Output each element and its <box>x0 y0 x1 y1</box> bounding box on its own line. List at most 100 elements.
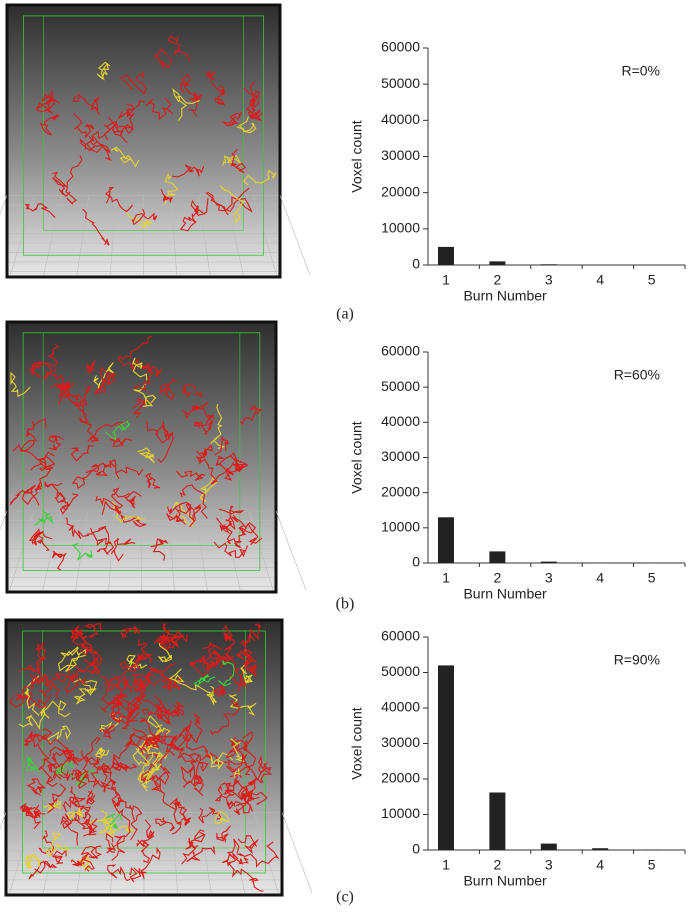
bar <box>540 843 557 850</box>
pore-network <box>83 623 102 639</box>
pore-network <box>30 461 52 493</box>
pore-network <box>216 517 232 535</box>
panel-label: (c) <box>336 889 354 906</box>
pore-network <box>219 185 246 224</box>
pore-network <box>41 93 60 111</box>
pore-network <box>39 113 60 136</box>
annotation: R=0% <box>621 63 660 79</box>
pore-network <box>104 420 131 441</box>
pore-network <box>90 765 110 786</box>
pore-network <box>235 868 264 892</box>
pore-network <box>193 674 216 687</box>
pore-network <box>129 867 144 883</box>
y-tick-label: 30000 <box>381 147 420 163</box>
x-tick-label: 1 <box>442 272 450 288</box>
pore-network <box>12 439 55 461</box>
pore-network <box>132 739 154 766</box>
pore-network <box>154 48 172 69</box>
pore-network <box>215 455 249 470</box>
pore-network <box>73 113 95 139</box>
pore-network <box>125 704 140 726</box>
pore-network <box>227 673 247 693</box>
pore-network <box>100 700 140 719</box>
pore-network <box>226 838 240 878</box>
pore-network <box>199 476 218 503</box>
floor-grid <box>225 195 244 276</box>
pore-network <box>101 694 123 710</box>
render-image <box>0 618 313 897</box>
x-tick-label: 5 <box>648 272 656 288</box>
pore-network <box>180 760 196 785</box>
pore-network <box>50 381 71 393</box>
pore-network <box>98 366 115 394</box>
bar <box>437 246 454 265</box>
x-axis-label: Burn Number <box>463 873 547 889</box>
pore-network <box>137 639 153 663</box>
pore-network <box>66 807 84 820</box>
pore-network <box>100 810 116 835</box>
y-tick-label: 50000 <box>381 378 420 394</box>
pore-network <box>65 648 87 672</box>
y-tick-label: 0 <box>412 554 420 570</box>
pore-network <box>71 463 100 490</box>
pore-network <box>221 782 253 812</box>
x-tick-label: 3 <box>545 272 553 288</box>
pore-network <box>168 668 209 694</box>
pore-network <box>137 839 150 864</box>
y-tick-label: 20000 <box>381 770 420 786</box>
pore-network <box>205 191 229 216</box>
bounding-box <box>42 630 246 849</box>
pore-network <box>110 146 140 168</box>
pore-network <box>82 208 110 246</box>
pore-network <box>85 789 96 805</box>
pore-network <box>73 678 98 697</box>
y-axis-label: Voxel count <box>349 707 365 779</box>
pore-network <box>146 421 174 464</box>
pore-network <box>73 652 103 672</box>
pore-network <box>70 445 94 462</box>
pore-network <box>112 756 130 773</box>
pore-network <box>111 835 126 861</box>
pore-network <box>147 742 163 770</box>
floor-grid <box>9 510 35 591</box>
bar <box>489 551 506 563</box>
pore-network <box>190 829 206 850</box>
pore-network <box>225 796 260 810</box>
pore-network <box>26 418 47 442</box>
floor-grid <box>254 812 279 894</box>
pore-network <box>38 673 54 699</box>
pore-network <box>110 711 130 730</box>
pore-network <box>86 656 100 676</box>
pore-network <box>107 864 131 882</box>
pore-network <box>49 746 72 771</box>
bar-chart: 0 10000 20000 30000 40000 50000 60000 1 2 3 4 5 Burn… <box>336 628 686 906</box>
pore-network <box>126 654 148 670</box>
pore-network <box>177 503 202 522</box>
floor-grid <box>170 195 178 276</box>
bar-chart: 0 10000 20000 30000 40000 50000 60000 1 2 3 4 5 Burn… <box>336 39 686 323</box>
pore-network <box>229 765 273 784</box>
pore-network <box>210 403 225 449</box>
pore-network <box>155 420 174 441</box>
x-tick-label: 5 <box>648 570 656 586</box>
pore-network <box>72 93 101 116</box>
x-tick-label: 1 <box>442 857 450 873</box>
pore-network <box>214 436 231 456</box>
pore-network <box>124 727 148 748</box>
pore-network <box>52 849 67 865</box>
pore-network <box>145 97 174 120</box>
pore-network <box>113 110 135 134</box>
pore-network <box>104 812 123 830</box>
pore-network <box>160 734 185 751</box>
pore-network <box>229 149 247 174</box>
pore-network <box>100 676 133 694</box>
x-tick-label: 2 <box>493 272 501 288</box>
pore-network <box>142 733 164 752</box>
floor-grid <box>75 510 88 591</box>
pore-network <box>188 94 203 118</box>
pore-network <box>29 361 45 378</box>
pore-network <box>210 700 241 736</box>
pore-network <box>144 472 161 489</box>
pore-network <box>130 805 143 841</box>
pore-network <box>131 673 151 688</box>
